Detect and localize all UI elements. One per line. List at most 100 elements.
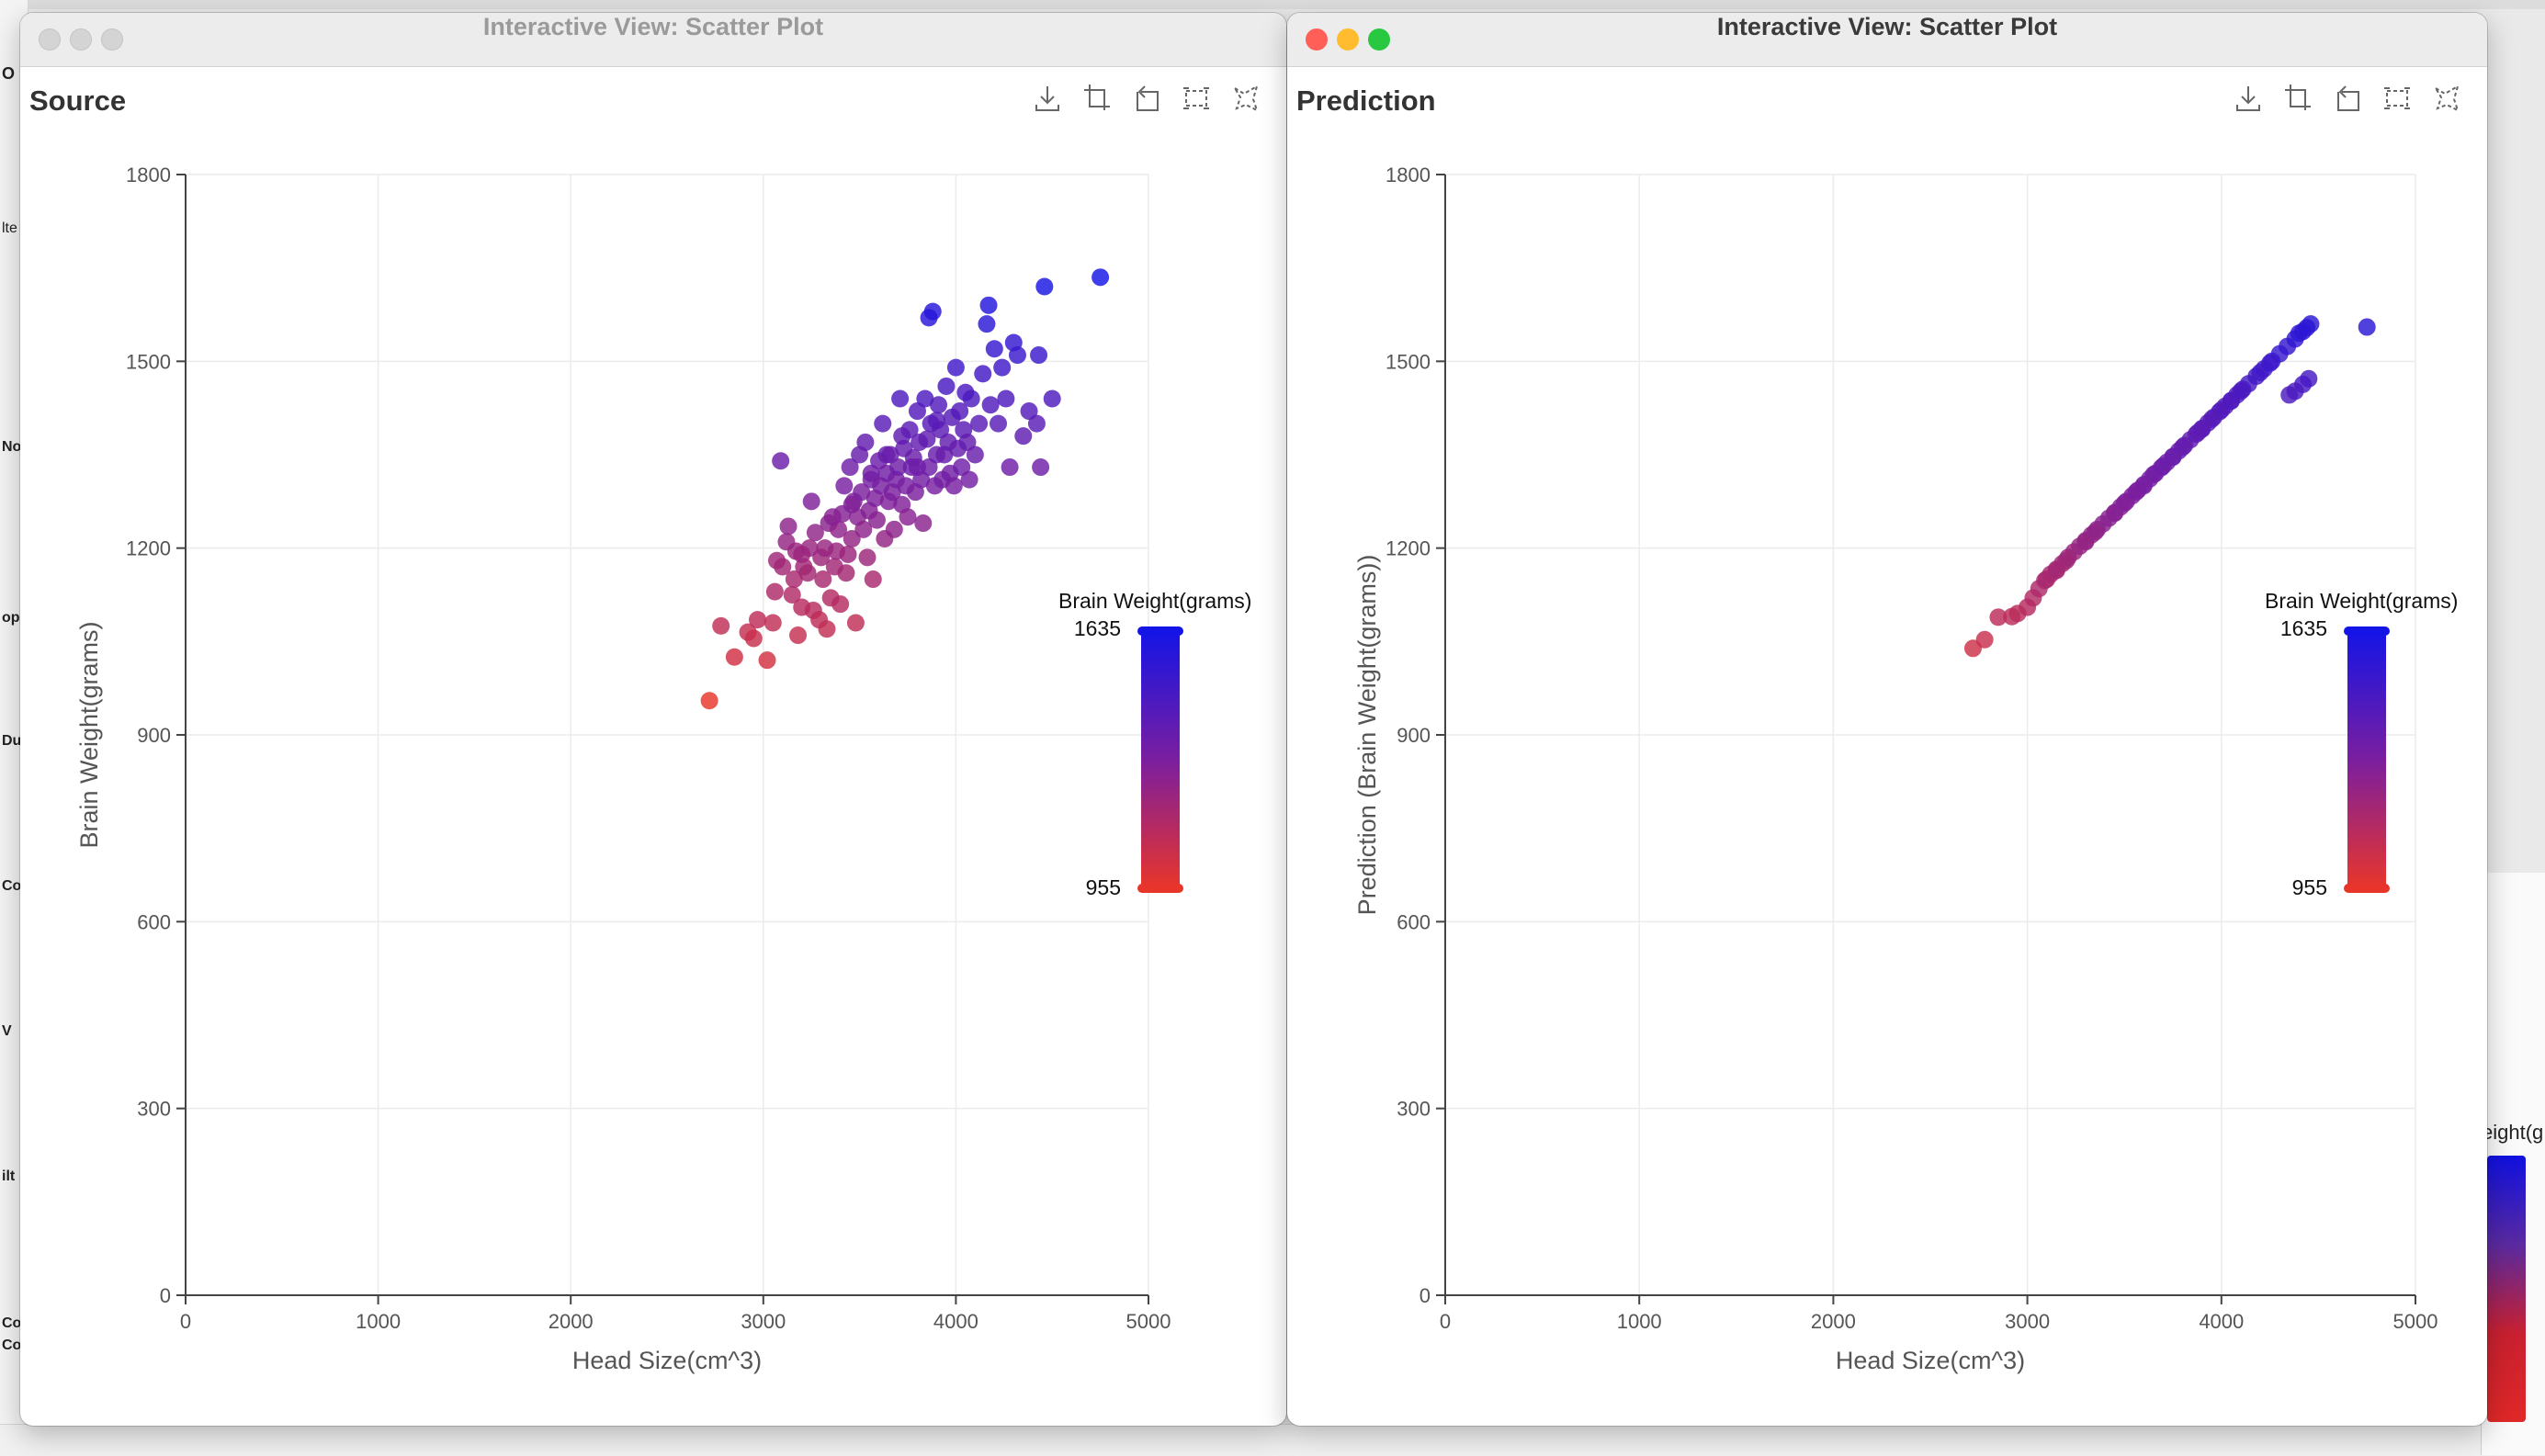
- data-point[interactable]: [953, 458, 971, 477]
- data-point[interactable]: [764, 614, 782, 632]
- data-point[interactable]: [966, 446, 984, 464]
- scatter-window-source[interactable]: Interactive View: Scatter Plot Source 0 1…: [20, 13, 1286, 1426]
- data-point[interactable]: [856, 433, 875, 451]
- crop-button[interactable]: [2283, 83, 2313, 114]
- data-point[interactable]: [891, 389, 910, 408]
- data-point[interactable]: [2193, 420, 2211, 438]
- data-point[interactable]: [997, 389, 1015, 408]
- data-point[interactable]: [899, 508, 917, 526]
- data-point[interactable]: [841, 458, 859, 477]
- data-point[interactable]: [858, 548, 877, 567]
- data-point[interactable]: [2134, 477, 2153, 495]
- data-point[interactable]: [2280, 386, 2299, 404]
- data-point[interactable]: [2261, 354, 2279, 372]
- data-point[interactable]: [783, 586, 801, 604]
- scatter-plot-source[interactable]: 0 1000 2000 3000 4000 5000 0 300 600 900 1200 1500 1…: [20, 13, 1286, 1426]
- data-point[interactable]: [990, 414, 1008, 433]
- data-point[interactable]: [772, 452, 790, 470]
- data-point[interactable]: [1020, 402, 1038, 421]
- data-point[interactable]: [725, 648, 743, 666]
- data-point[interactable]: [843, 495, 861, 514]
- download-button[interactable]: [2234, 83, 2263, 114]
- data-point[interactable]: [2076, 533, 2095, 551]
- data-point[interactable]: [744, 629, 763, 648]
- data-point[interactable]: [1043, 389, 1061, 408]
- data-point[interactable]: [793, 545, 811, 563]
- data-point[interactable]: [937, 377, 956, 395]
- crop-button[interactable]: [1082, 83, 1112, 114]
- data-point[interactable]: [1014, 427, 1033, 446]
- data-point[interactable]: [944, 477, 963, 495]
- close-window-button[interactable]: [39, 28, 61, 51]
- data-point[interactable]: [758, 651, 776, 670]
- data-point[interactable]: [835, 477, 854, 495]
- scatter-plot-prediction[interactable]: 0 1000 2000 3000 4000 5000 0 300 600 900 1200 1500 1…: [1287, 13, 2487, 1426]
- data-point[interactable]: [908, 402, 926, 421]
- data-point[interactable]: [774, 558, 792, 576]
- zoom-window-button[interactable]: [101, 28, 123, 51]
- data-point[interactable]: [802, 492, 820, 511]
- data-point[interactable]: [2047, 561, 2065, 580]
- rotate-button[interactable]: [2333, 83, 2362, 114]
- data-point[interactable]: [2298, 319, 2316, 337]
- data-point[interactable]: [2164, 448, 2182, 467]
- data-point[interactable]: [814, 570, 832, 589]
- data-point[interactable]: [853, 483, 871, 502]
- data-point[interactable]: [927, 412, 945, 430]
- data-point[interactable]: [1035, 277, 1054, 296]
- data-point[interactable]: [779, 517, 797, 536]
- data-point[interactable]: [2106, 504, 2124, 523]
- data-point[interactable]: [889, 458, 908, 477]
- data-point[interactable]: [908, 458, 926, 477]
- data-point[interactable]: [962, 389, 980, 408]
- data-point[interactable]: [946, 358, 965, 377]
- data-point[interactable]: [749, 611, 767, 629]
- lasso-button[interactable]: [2432, 83, 2461, 114]
- download-button[interactable]: [1033, 83, 1062, 114]
- data-point[interactable]: [818, 620, 836, 638]
- data-point[interactable]: [1975, 630, 1994, 649]
- minimize-window-button[interactable]: [1337, 28, 1359, 51]
- window-titlebar[interactable]: Interactive View: Scatter Plot: [1287, 13, 2487, 67]
- data-point[interactable]: [700, 692, 718, 710]
- data-point[interactable]: [951, 402, 969, 421]
- data-point[interactable]: [843, 530, 861, 547]
- data-point[interactable]: [806, 524, 824, 542]
- data-point[interactable]: [970, 414, 989, 433]
- data-point[interactable]: [993, 358, 1012, 377]
- window-titlebar[interactable]: Interactive View: Scatter Plot: [20, 13, 1286, 67]
- minimize-window-button[interactable]: [70, 28, 92, 51]
- data-point[interactable]: [839, 545, 857, 563]
- data-point[interactable]: [1989, 608, 2008, 626]
- data-point[interactable]: [920, 309, 938, 327]
- data-point[interactable]: [893, 427, 911, 446]
- data-point[interactable]: [1008, 346, 1026, 365]
- data-point[interactable]: [877, 446, 896, 464]
- data-point[interactable]: [823, 508, 842, 526]
- data-point[interactable]: [978, 315, 996, 333]
- close-window-button[interactable]: [1306, 28, 1328, 51]
- data-point[interactable]: [789, 626, 808, 645]
- data-point[interactable]: [874, 414, 892, 433]
- data-point[interactable]: [914, 514, 933, 533]
- data-point[interactable]: [930, 396, 948, 414]
- data-point[interactable]: [831, 595, 850, 614]
- data-point[interactable]: [918, 430, 936, 448]
- data-point[interactable]: [960, 470, 978, 489]
- data-point[interactable]: [862, 464, 880, 482]
- data-point[interactable]: [712, 616, 730, 635]
- data-point[interactable]: [985, 340, 1003, 358]
- rotate-button[interactable]: [1132, 83, 1161, 114]
- data-point[interactable]: [765, 582, 784, 601]
- select-area-button[interactable]: [1182, 83, 1211, 114]
- data-point[interactable]: [958, 433, 977, 451]
- data-point[interactable]: [846, 614, 865, 632]
- data-point[interactable]: [979, 296, 998, 314]
- data-point[interactable]: [1032, 458, 1050, 477]
- select-area-button[interactable]: [2382, 83, 2412, 114]
- data-point[interactable]: [864, 570, 882, 589]
- data-point[interactable]: [1030, 346, 1048, 365]
- data-point[interactable]: [885, 520, 903, 538]
- data-point[interactable]: [1092, 268, 1110, 287]
- data-point[interactable]: [1027, 414, 1046, 433]
